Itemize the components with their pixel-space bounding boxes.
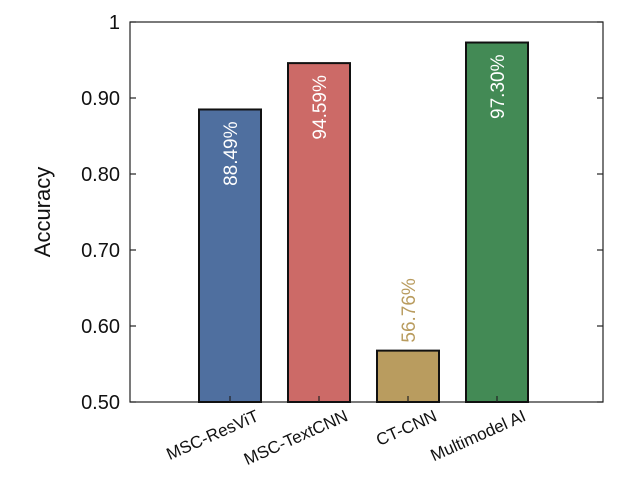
x-tick-label: CT-CNN <box>373 406 439 449</box>
y-tick-label: 0.60 <box>81 316 120 338</box>
bar-multimodel-ai <box>465 41 529 404</box>
y-tick-label: 0.50 <box>81 392 120 414</box>
data-label: 94.59% <box>310 75 331 140</box>
x-tick-label: Multimodel AI <box>428 406 529 465</box>
y-tick-label: 0.80 <box>81 164 120 186</box>
data-labels-group: 88.49% 94.59% 56.76% 97.30% <box>221 54 509 342</box>
data-label: 88.49% <box>221 121 242 186</box>
y-axis-title: Accuracy <box>30 167 55 257</box>
bar-ct-cnn <box>376 349 440 403</box>
bars-group <box>198 41 529 404</box>
y-tick-label: 1 <box>109 12 120 34</box>
data-label: 97.30% <box>488 54 509 119</box>
y-axis: 0.50 0.60 0.70 0.80 0.90 1 <box>81 12 603 414</box>
y-tick-label: 0.70 <box>81 240 120 262</box>
data-label: 56.76% <box>399 278 420 343</box>
plot-frame <box>129 21 604 403</box>
y-tick-label: 0.90 <box>81 88 120 110</box>
